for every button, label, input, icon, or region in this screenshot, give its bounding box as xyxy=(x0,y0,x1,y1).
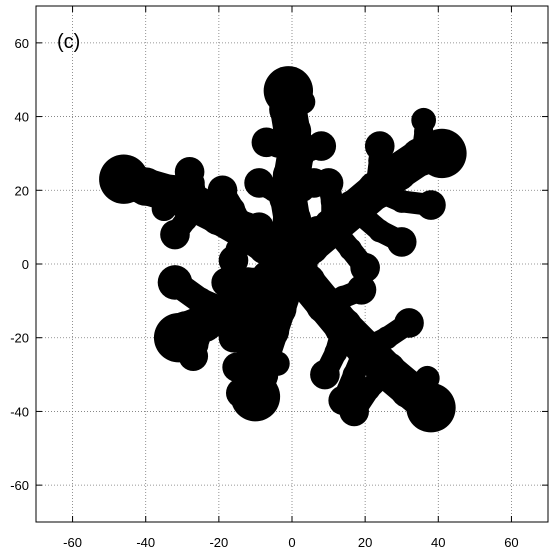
arm-upper-right-branch-blob xyxy=(338,237,363,261)
arm-upper-right-branch-blob xyxy=(410,147,430,167)
arm-lower-right-blob xyxy=(406,383,456,433)
arm-upper-right-branch-blob xyxy=(390,189,414,213)
arm-lower-right-branch-blob xyxy=(375,359,399,383)
x-tick-label: -20 xyxy=(209,535,228,550)
x-axis-tick-labels: -60 -40 -20 0 20 40 60 xyxy=(63,535,518,550)
arm-down-branch-blob xyxy=(225,378,256,408)
arm-upper-right-branch-blob xyxy=(411,107,436,133)
arm-upper-left-branch-blob xyxy=(232,219,256,243)
arm-up-branch-blob xyxy=(251,127,282,158)
arm-up-branch-blob xyxy=(306,131,337,161)
arm-lower-left-branch-blob xyxy=(157,265,193,300)
arm-upper-left-branch-blob xyxy=(207,175,238,206)
x-tick-label: 20 xyxy=(358,535,372,550)
arm-upper-left-branch-blob xyxy=(151,196,177,222)
arm-upper-right-branch-blob xyxy=(368,219,392,243)
arm-lower-right-branch-blob xyxy=(313,293,337,317)
arm-upper-right-branch-blob xyxy=(313,168,344,198)
arm-lower-right-branch-blob xyxy=(375,326,399,350)
arm-lower-right-branch-blob xyxy=(346,274,377,305)
arm-upper-left-branch-blob xyxy=(185,193,209,217)
arm-lower-right-branch-blob xyxy=(310,359,340,390)
x-tick-label: 60 xyxy=(504,535,518,550)
y-tick-label: -40 xyxy=(10,404,29,419)
arm-lower-right-branch-blob xyxy=(342,363,366,387)
x-tick-label: 0 xyxy=(288,535,295,550)
arm-lower-right-branch-blob xyxy=(394,308,424,338)
arm-up-branch-blob xyxy=(244,168,274,198)
arm-upper-right-branch-blob xyxy=(320,215,344,239)
panel-label: (c) xyxy=(57,31,80,53)
y-tick-label: -60 xyxy=(10,478,29,493)
arm-lower-left-branch-blob xyxy=(236,285,260,309)
arm-upper-right-branch-blob xyxy=(350,252,380,283)
arm-lower-left-branch-blob xyxy=(178,341,209,371)
y-tick-label: -20 xyxy=(10,331,29,346)
cluster-marks xyxy=(99,66,467,433)
y-tick-label: 60 xyxy=(15,36,29,51)
arm-lower-left-branch-blob xyxy=(192,311,216,335)
arm-down-branch-blob xyxy=(258,318,282,342)
arm-lower-left-branch-blob xyxy=(236,267,260,291)
arm-lower-right-branch-blob xyxy=(414,365,440,391)
y-tick-label: 0 xyxy=(22,257,29,272)
arm-upper-left-branch-blob xyxy=(160,219,190,250)
arm-lower-left-branch-blob xyxy=(212,298,240,326)
arm-lower-right-branch-blob xyxy=(324,340,348,364)
y-tick-label: 40 xyxy=(15,110,29,125)
x-tick-label: 40 xyxy=(431,535,445,550)
arm-upper-right-branch-blob xyxy=(416,190,446,220)
arm-lower-left-branch-blob xyxy=(211,267,241,298)
arm-lower-right-branch-blob xyxy=(353,337,377,361)
arm-up-branch-blob xyxy=(290,89,316,115)
arm-lower-left-branch-blob xyxy=(187,287,215,315)
arm-down-branch-blob xyxy=(218,319,249,349)
arm-upper-right-branch-blob xyxy=(342,197,366,221)
arm-lower-right-branch-blob xyxy=(339,396,369,427)
arm-upper-right-branch-blob xyxy=(364,178,388,202)
y-axis-tick-labels: -60 -40 -20 0 20 40 60 xyxy=(10,36,29,493)
axis-ticks xyxy=(36,6,548,522)
arm-down-branch-blob xyxy=(265,296,289,320)
arm-lower-right-branch-blob xyxy=(357,377,381,401)
arm-lower-right-branch-blob xyxy=(331,315,355,339)
arm-upper-left-branch-blob xyxy=(174,157,205,187)
arm-lower-right-branch-blob xyxy=(399,379,419,399)
y-tick-label: 20 xyxy=(15,183,29,198)
x-tick-label: -60 xyxy=(63,535,82,550)
arm-upper-right-branch-blob xyxy=(364,131,395,161)
x-tick-label: -40 xyxy=(136,535,155,550)
arm-down-branch-blob xyxy=(265,351,290,376)
arm-upper-left-blob xyxy=(99,154,149,204)
arm-upper-right-branch-blob xyxy=(386,227,417,257)
